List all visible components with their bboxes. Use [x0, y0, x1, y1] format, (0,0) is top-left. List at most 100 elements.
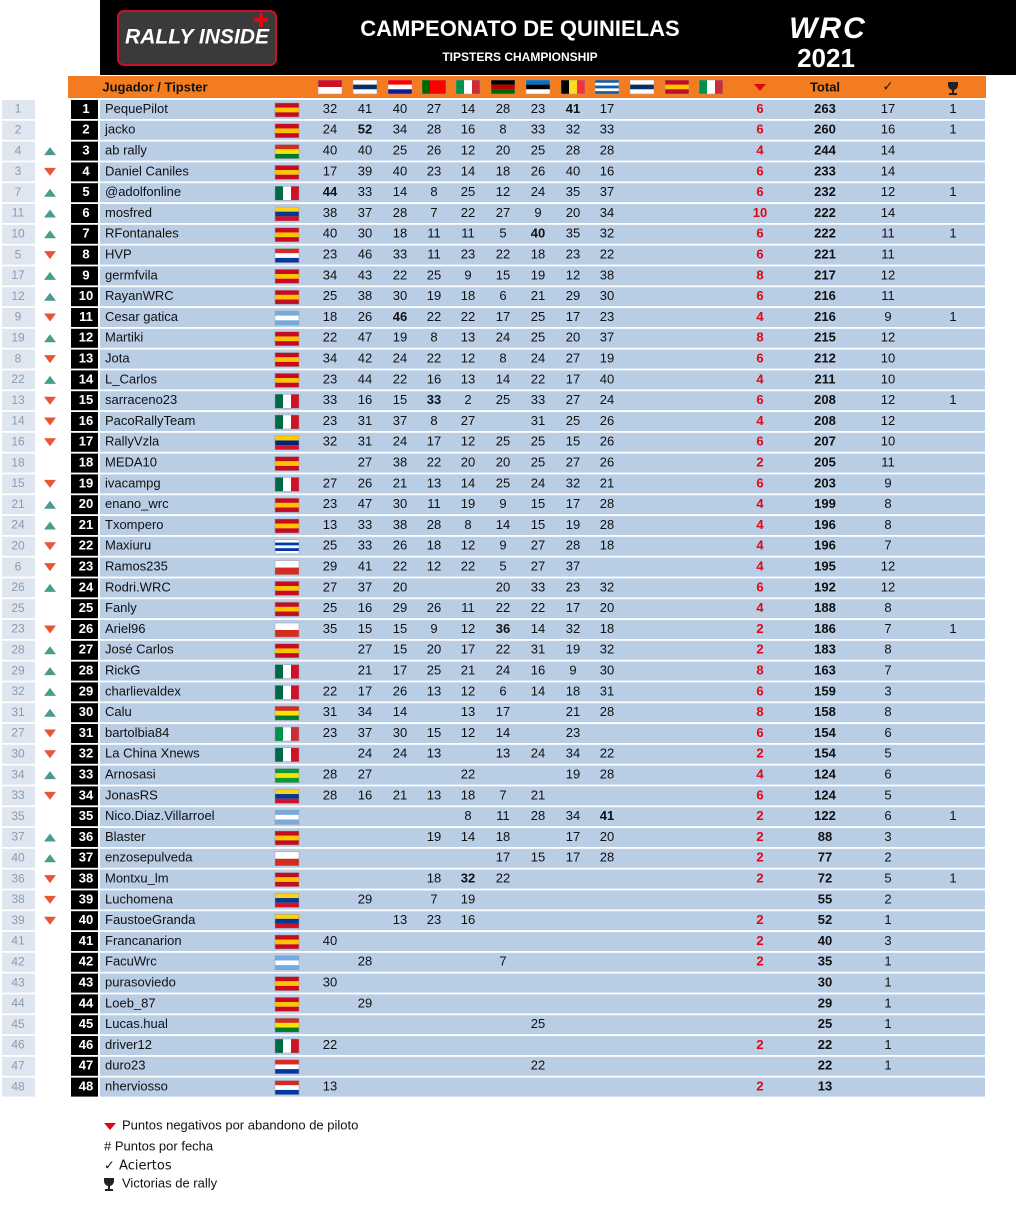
- hits: 1: [884, 975, 891, 990]
- flag-border: [274, 872, 300, 887]
- flag-stripe: [275, 232, 299, 238]
- negative-points: 2: [756, 912, 763, 927]
- rally-points: 17: [358, 683, 372, 698]
- player-name: driver12: [105, 1037, 152, 1052]
- flag-stripe: [275, 747, 283, 762]
- legend-wins: Victorias de rally: [122, 1175, 218, 1190]
- rally-points: 34: [600, 205, 614, 220]
- player-name: Luchomena: [105, 891, 174, 906]
- rally-points: 27: [427, 101, 441, 116]
- flag-border: [274, 227, 300, 243]
- prev-position: 8: [15, 351, 22, 365]
- position-cell: [71, 973, 98, 993]
- negative-points: 2: [756, 850, 763, 865]
- prev-cell: [2, 911, 35, 931]
- rally-points: 27: [496, 205, 510, 220]
- rally-points: 33: [358, 184, 372, 199]
- flag-stripe: [275, 898, 299, 903]
- player-name: RFontanales: [105, 226, 179, 241]
- hits: 12: [881, 184, 895, 199]
- rally-points: 28: [427, 122, 441, 137]
- rally-points: 24: [531, 351, 545, 366]
- rally-points: 22: [496, 600, 510, 615]
- flag-stripe: [275, 831, 299, 836]
- rally-points: 8: [464, 808, 471, 823]
- prev-cell: [2, 495, 35, 515]
- flag-stripe: [275, 560, 299, 568]
- position: 21: [79, 517, 93, 532]
- flag-stripe: [275, 548, 299, 551]
- flag-border: [274, 913, 300, 929]
- rally-points: 32: [323, 434, 337, 449]
- flag-stripe: [464, 80, 472, 94]
- rally-points: 28: [600, 767, 614, 782]
- flag-stripe: [275, 814, 299, 820]
- flag-stripe: [491, 84, 515, 90]
- flag-border: [664, 79, 690, 95]
- flag-stripe: [275, 144, 299, 150]
- total: 196: [814, 517, 836, 532]
- legend-points: # Puntos por fecha: [104, 1138, 214, 1153]
- flag-stripe: [283, 685, 291, 700]
- negative-points: 6: [756, 163, 763, 178]
- rally-points: 23: [531, 101, 545, 116]
- rally-points: 25: [323, 538, 337, 553]
- rally-points: 14: [531, 683, 545, 698]
- row-band: [100, 183, 985, 203]
- rally-points: 33: [393, 247, 407, 262]
- total: 124: [814, 767, 836, 782]
- row-band: [100, 204, 985, 223]
- hits: 11: [881, 226, 895, 241]
- flag-stripe: [275, 153, 299, 159]
- flag-stripe: [275, 955, 299, 961]
- rally-points: 22: [461, 205, 475, 220]
- position-cell: [71, 807, 98, 827]
- flag-stripe: [595, 82, 619, 86]
- flag-stripe: [275, 1089, 299, 1095]
- negative-points: 6: [756, 787, 763, 802]
- hits: 8: [884, 600, 891, 615]
- rally-points: 16: [358, 600, 372, 615]
- wins: 1: [949, 226, 956, 241]
- rally-points: 17: [427, 434, 441, 449]
- position-cell: [71, 224, 98, 244]
- move-down: [44, 479, 56, 488]
- position: 4: [82, 163, 90, 178]
- flag-stripe: [291, 1039, 299, 1053]
- flag-stripe: [275, 877, 299, 882]
- move-down: [44, 167, 56, 176]
- hits: 2: [884, 891, 891, 906]
- hits: 12: [881, 579, 895, 594]
- rally-points: 20: [566, 205, 580, 220]
- row-band: [100, 932, 985, 951]
- rally-points: 25: [461, 184, 475, 199]
- flag-stripe: [353, 89, 377, 94]
- prev-cell: [2, 308, 35, 327]
- flag-stripe: [275, 498, 299, 503]
- prev-cell: [2, 349, 35, 369]
- flag-stripe: [388, 84, 412, 90]
- position: 10: [79, 288, 93, 303]
- flag-stripe: [275, 1059, 299, 1065]
- flag-border: [274, 331, 300, 347]
- flag-stripe: [275, 461, 299, 466]
- prev-position: 42: [11, 954, 25, 968]
- flag-stripe: [275, 1022, 299, 1028]
- prev-cell: [2, 245, 35, 265]
- rally-points: 40: [393, 163, 407, 178]
- flag-stripe: [595, 85, 619, 89]
- rally-points: 46: [358, 247, 372, 262]
- rally-points: 28: [323, 787, 337, 802]
- flag-stripe: [275, 361, 299, 367]
- flag-border: [274, 456, 300, 471]
- move-down: [44, 251, 56, 260]
- flag-stripe: [275, 133, 299, 138]
- rally-points: 23: [323, 496, 337, 511]
- flag-stripe: [353, 80, 377, 85]
- total: 122: [814, 808, 836, 823]
- prev-cell: [2, 287, 35, 307]
- position-cell: [71, 599, 98, 619]
- flag-border: [274, 809, 300, 825]
- prev-cell: [2, 100, 35, 119]
- rally-points: 40: [323, 933, 337, 948]
